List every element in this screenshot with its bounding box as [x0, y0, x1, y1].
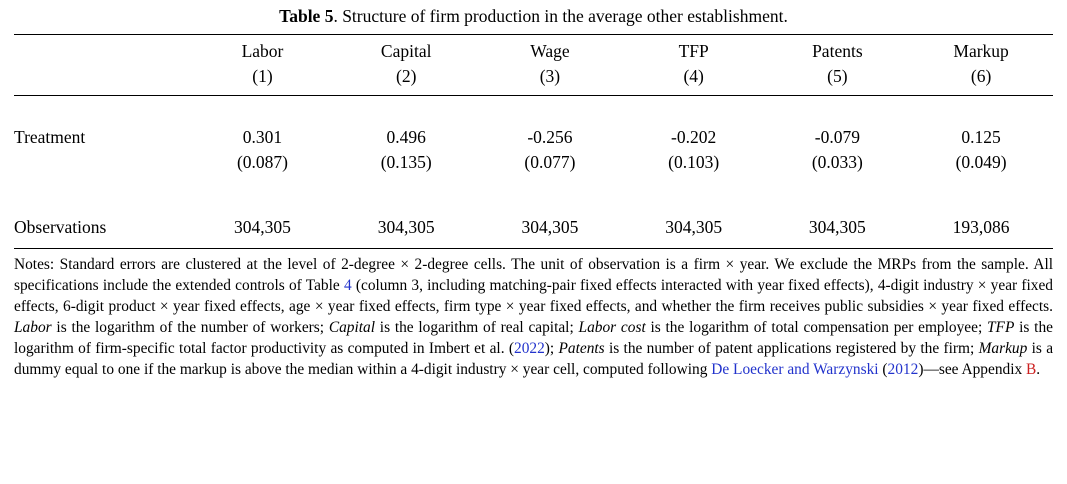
col-header-labor: Labor — [241, 40, 284, 61]
paper-table-page: Table 5. Structure of firm production in… — [14, 6, 1053, 381]
notes-term-italic: Patents — [558, 340, 605, 357]
table-title: Table 5. Structure of firm production in… — [14, 6, 1053, 28]
citation-link[interactable]: De Loecker and Warzynski — [711, 361, 879, 379]
treatment-se-1: (0.087) — [236, 152, 288, 173]
notes-text: ( — [878, 361, 888, 379]
citation-link[interactable]: 2012 — [887, 361, 919, 379]
col-header-capital: Capital — [380, 40, 432, 61]
treatment-coef-1: 0.301 — [242, 127, 283, 148]
notes-term-italic: Capital — [328, 318, 376, 336]
citation-link[interactable]: B — [1026, 361, 1037, 379]
notes-term-italic: Labor — [14, 318, 52, 336]
column-number-row: (1) (2) (3) (4) (5) (6) — [14, 64, 1053, 97]
obs-value-5: 304,305 — [765, 173, 910, 249]
treatment-coef-6: 0.125 — [961, 127, 1001, 148]
notes-paragraph: Notes: Standard errors are clustered at … — [14, 254, 1053, 381]
notes-text: (column 3, including matching-pair fixed… — [14, 276, 1053, 315]
notes-text: is the logarithm of total compensation p… — [645, 318, 987, 336]
col-header-tfp: TFP — [678, 40, 709, 61]
obs-value-4: 304,305 — [621, 173, 766, 249]
notes-text: ); — [544, 340, 559, 357]
obs-value-6: 193,086 — [909, 173, 1053, 249]
obs-value-2: 304,305 — [334, 173, 479, 249]
col-header-patents: Patents — [812, 40, 863, 61]
col-number-6: (6) — [909, 64, 1053, 97]
notes-text: )—see Appendix — [918, 361, 1027, 379]
table-title-text: . Structure of firm production in the av… — [333, 6, 788, 26]
citation-link[interactable]: 2022 — [514, 340, 545, 357]
treatment-se-6: (0.049) — [955, 152, 1007, 173]
col-number-5: (5) — [765, 64, 910, 97]
col-header-wage: Wage — [530, 40, 570, 61]
notes-text: is the number of patent applications reg… — [604, 340, 979, 357]
treatment-coef-5: -0.079 — [814, 127, 860, 148]
citation-link[interactable]: 4 — [343, 276, 352, 294]
treatment-coef-2: 0.496 — [386, 127, 426, 148]
treatment-row: Treatment 0.301 0.496 -0.256 -0.202 -0.0… — [14, 96, 1053, 149]
treatment-se-row: (0.087) (0.135) (0.077) (0.103) (0.033) … — [14, 149, 1053, 174]
treatment-se-2: (0.135) — [380, 152, 432, 173]
notes-term-italic: TFP — [987, 318, 1015, 336]
treatment-se-4: (0.103) — [668, 152, 720, 173]
row-label-empty — [14, 149, 191, 174]
table-title-number: Table 5 — [279, 6, 334, 26]
notes-term-italic: Markup — [978, 340, 1028, 357]
notes-text: is the logarithm of firm-specific total … — [14, 318, 1053, 357]
corner-cell — [14, 64, 191, 97]
treatment-se-3: (0.077) — [524, 152, 576, 173]
col-number-2: (2) — [334, 64, 479, 97]
observations-row: Observations 304,305 304,305 304,305 304… — [14, 173, 1053, 249]
col-number-1: (1) — [190, 64, 335, 97]
col-header-markup: Markup — [953, 40, 1009, 61]
column-header-row: Labor Capital Wage TFP Patents Markup — [14, 34, 1053, 64]
corner-cell — [14, 34, 191, 64]
col-number-3: (3) — [478, 64, 622, 97]
notes-text: is a dummy equal to one if the markup is… — [14, 340, 1054, 379]
results-table: Labor Capital Wage TFP Patents Markup (1… — [14, 33, 1053, 249]
notes-text: Notes: Standard errors are clustered at … — [14, 255, 1053, 294]
treatment-coef-4: -0.202 — [671, 127, 717, 148]
notes-term-italic: Labor cost — [578, 318, 646, 336]
obs-value-3: 304,305 — [478, 173, 622, 249]
treatment-se-5: (0.033) — [811, 152, 863, 173]
col-number-4: (4) — [621, 64, 766, 97]
row-label-observations: Observations — [14, 173, 191, 249]
treatment-coef-3: -0.256 — [527, 127, 573, 148]
notes-text: is the logarithm of the number of worker… — [51, 318, 329, 336]
obs-value-1: 304,305 — [190, 173, 335, 249]
notes-text: is the logarithm of real capital; — [375, 318, 579, 336]
notes-text: . — [1036, 361, 1041, 379]
row-label-treatment: Treatment — [14, 127, 86, 148]
